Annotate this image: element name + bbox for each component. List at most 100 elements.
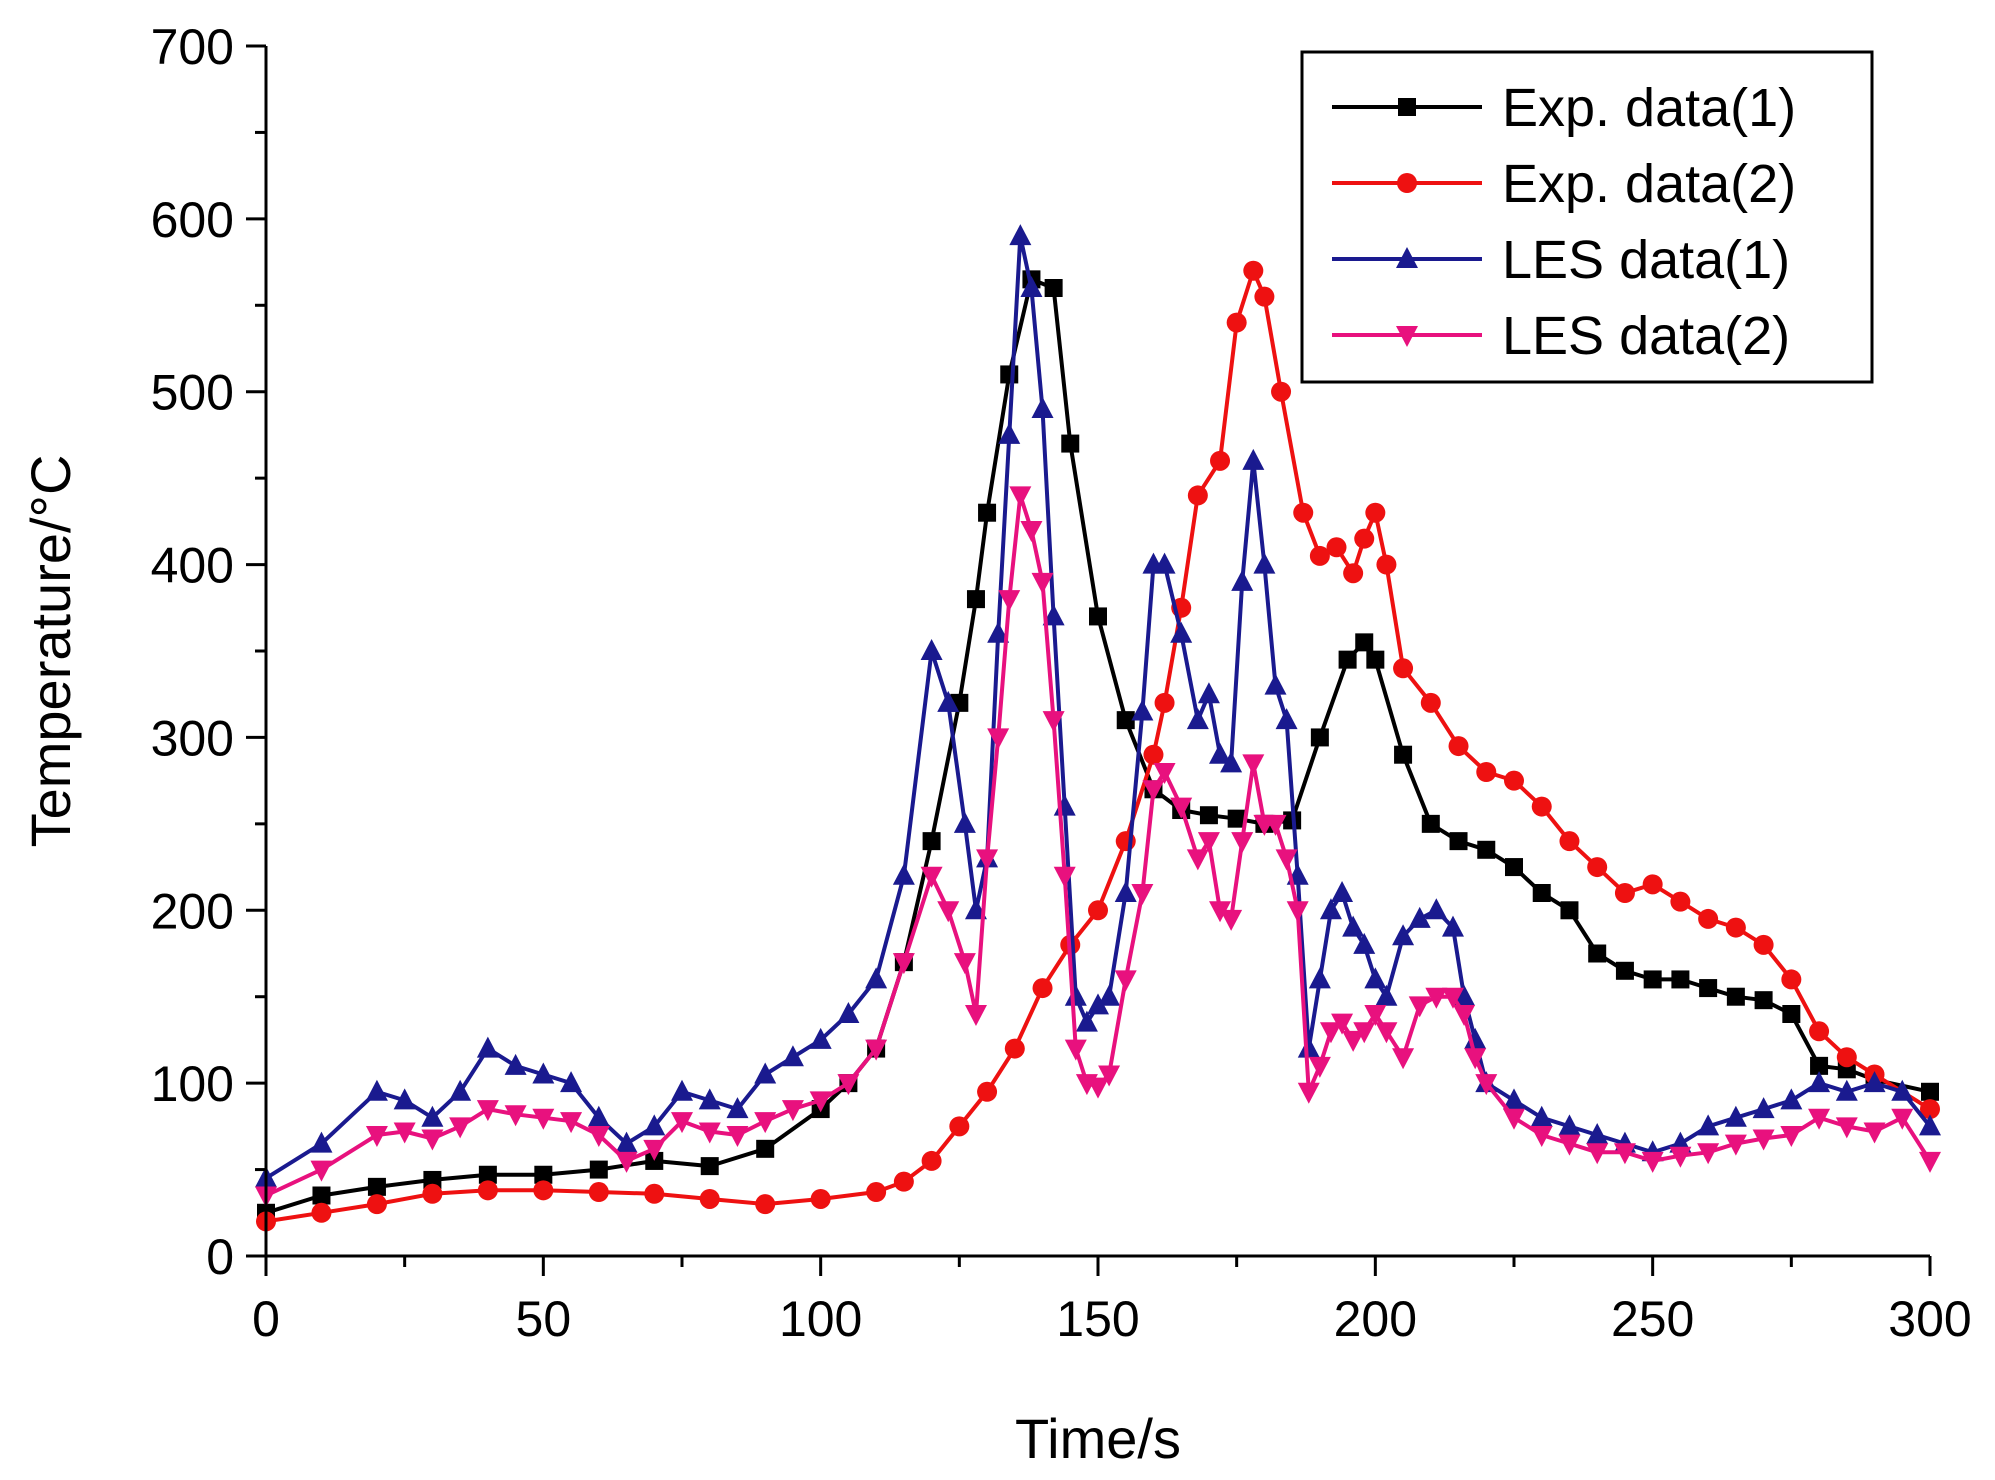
data-point — [1353, 932, 1376, 954]
data-point — [1342, 915, 1365, 937]
data-point — [937, 901, 960, 923]
data-point — [1920, 1099, 1940, 1120]
data-point — [1420, 692, 1441, 713]
data-point — [892, 953, 915, 975]
data-point — [1242, 754, 1265, 776]
data-point — [310, 1160, 333, 1182]
data-point — [1338, 650, 1357, 669]
data-point — [1809, 1021, 1830, 1042]
data-point — [1836, 1047, 1857, 1068]
data-point — [1319, 1022, 1342, 1044]
x-tick-label: 300 — [1888, 1291, 1971, 1347]
data-point — [1475, 1074, 1498, 1096]
data-point — [1560, 901, 1579, 920]
data-point — [1032, 978, 1053, 999]
series-2 — [256, 260, 1940, 1232]
x-axis-title: Time/s — [1015, 1407, 1181, 1470]
data-point — [781, 1045, 804, 1067]
data-point — [1297, 1082, 1320, 1104]
data-point — [1116, 711, 1135, 730]
data-point — [1064, 1039, 1087, 1061]
data-point — [1170, 797, 1193, 819]
data-point — [1726, 987, 1745, 1006]
y-tick-label: 700 — [151, 19, 234, 75]
data-point — [1588, 944, 1607, 963]
data-point — [476, 1036, 499, 1058]
data-point — [1392, 924, 1415, 946]
data-point — [1863, 1071, 1886, 1093]
data-point — [754, 1112, 777, 1134]
data-point — [1863, 1122, 1886, 1144]
y-tick-label: 0 — [206, 1229, 234, 1285]
data-point — [1009, 224, 1032, 246]
data-point — [1114, 970, 1137, 992]
data-point — [1264, 814, 1287, 836]
data-point — [1226, 312, 1247, 333]
data-point — [1308, 1056, 1331, 1078]
data-point — [588, 1182, 609, 1203]
data-point — [1331, 881, 1354, 902]
data-point — [1408, 906, 1431, 928]
data-point — [393, 1122, 416, 1144]
data-point — [1425, 898, 1448, 920]
data-point — [1504, 770, 1524, 791]
series-layer — [255, 224, 1941, 1232]
data-point — [587, 1126, 610, 1147]
data-point — [477, 1180, 498, 1201]
data-point — [892, 863, 915, 885]
legend-label: Exp. data(2) — [1502, 154, 1796, 214]
data-point — [1586, 1143, 1609, 1165]
legend-label: Exp. data(1) — [1502, 78, 1796, 138]
data-point — [1098, 984, 1121, 1006]
data-point — [1286, 901, 1309, 923]
data-point — [1310, 728, 1329, 747]
data-point — [953, 953, 976, 975]
data-point — [643, 1139, 666, 1161]
data-point — [1503, 1088, 1525, 1110]
data-point — [1242, 448, 1265, 470]
data-point — [987, 621, 1010, 643]
data-point — [365, 1126, 388, 1147]
data-point — [1170, 621, 1193, 643]
data-point — [1441, 915, 1464, 937]
legend-item: Exp. data(2) — [1332, 154, 1796, 214]
data-point — [921, 1150, 942, 1171]
data-point — [809, 1027, 832, 1049]
data-point — [953, 811, 976, 833]
x-tick-label: 250 — [1611, 1291, 1694, 1347]
data-point — [1919, 1114, 1941, 1136]
data-point — [1000, 365, 1019, 384]
axes-layer: 0 50 100 150 200 250 300 0 100 200 300 400 500 600 700 — [151, 19, 1972, 1347]
data-point — [1365, 502, 1386, 523]
data-point — [365, 1079, 388, 1101]
data-point — [1009, 486, 1032, 508]
data-point — [809, 1091, 832, 1113]
data-point — [1782, 1005, 1801, 1023]
data-point — [865, 1039, 888, 1061]
data-point — [1364, 1005, 1387, 1026]
y-tick-label: 300 — [151, 710, 234, 766]
data-point — [1531, 796, 1552, 817]
data-point — [1042, 604, 1065, 626]
legend-marker — [1396, 326, 1418, 347]
data-point — [1366, 650, 1385, 669]
data-point — [1275, 849, 1298, 871]
data-point — [699, 1188, 720, 1209]
data-point — [1199, 806, 1218, 825]
data-point — [1186, 849, 1209, 871]
legend-item: LES data(1) — [1332, 230, 1790, 290]
data-point — [1453, 1005, 1476, 1026]
legend-label: LES data(2) — [1502, 306, 1790, 366]
data-point — [1197, 832, 1220, 854]
legend-marker — [1396, 247, 1418, 268]
data-point — [393, 1088, 416, 1110]
legend-marker — [1398, 98, 1416, 116]
data-point — [1004, 1038, 1025, 1059]
data-point — [1425, 987, 1448, 1009]
data-point — [726, 1097, 749, 1119]
data-point — [1476, 762, 1497, 782]
data-point — [1088, 900, 1108, 921]
x-tick-label: 0 — [252, 1291, 280, 1347]
data-point — [1835, 1117, 1858, 1139]
data-point — [1393, 658, 1414, 679]
